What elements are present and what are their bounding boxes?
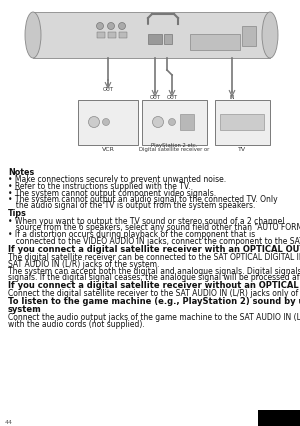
Text: The digital satellite receiver can be connected to the SAT OPTICAL DIGITAL IN ja: The digital satellite receiver can be co… (8, 253, 300, 262)
Ellipse shape (152, 116, 164, 127)
Text: 44: 44 (5, 420, 13, 425)
Text: If you connect a digital satellite receiver without an OPTICAL OUT jack: If you connect a digital satellite recei… (8, 281, 300, 290)
Text: • Refer to the instructions supplied with the TV.: • Refer to the instructions supplied wit… (8, 182, 190, 191)
Ellipse shape (88, 116, 100, 127)
Text: PlayStation 2 etc.: PlayStation 2 etc. (151, 143, 198, 148)
Bar (142, 100, 207, 145)
Text: Connect the audio output jacks of the game machine to the SAT AUDIO IN (L/R) jac: Connect the audio output jacks of the ga… (8, 314, 300, 322)
Text: system: system (8, 305, 42, 314)
Text: IN: IN (229, 95, 235, 100)
Bar (108, 32, 116, 38)
Text: the audio signal of the TV is output from the system speakers.: the audio signal of the TV is output fro… (11, 201, 255, 210)
Text: OUT: OUT (102, 87, 114, 92)
Text: OUT: OUT (167, 95, 178, 100)
Bar (220, 114, 264, 130)
Ellipse shape (107, 23, 115, 29)
Text: signals. If the digital signal ceases, the analogue signal will be processed aft: signals. If the digital signal ceases, t… (8, 273, 300, 282)
Bar (190, 34, 240, 50)
Bar (180, 114, 194, 130)
Text: • If a distortion occurs during playback of the component that is: • If a distortion occurs during playback… (8, 230, 255, 239)
Bar (97, 32, 105, 38)
Bar (78, 100, 138, 145)
Ellipse shape (25, 12, 41, 58)
Text: Digital satellite receiver or: Digital satellite receiver or (139, 147, 210, 152)
Text: with the audio cords (not supplied).: with the audio cords (not supplied). (8, 320, 145, 329)
Bar (148, 34, 162, 44)
Text: • The system cannot output an audio signal to the connected TV. Only: • The system cannot output an audio sign… (8, 195, 278, 204)
Bar (164, 34, 172, 44)
Bar (242, 26, 256, 46)
Text: Notes: Notes (8, 168, 34, 177)
Ellipse shape (103, 118, 110, 126)
Text: • Make connections securely to prevent unwanted noise.: • Make connections securely to prevent u… (8, 176, 226, 184)
Ellipse shape (262, 12, 278, 58)
Text: Connect the digital satellite receiver to the SAT AUDIO IN (L/R) jacks only of t: Connect the digital satellite receiver t… (8, 290, 300, 299)
Text: SAT AUDIO IN (L/R) jacks of the system.: SAT AUDIO IN (L/R) jacks of the system. (8, 260, 159, 269)
Text: VCR: VCR (102, 147, 114, 152)
Bar (258, 410, 300, 426)
Bar (215, 100, 270, 145)
Text: • The system cannot output component video signals.: • The system cannot output component vid… (8, 188, 216, 198)
Text: source from the 6 speakers, select any sound field other than “AUTO FORMAT DIREC: source from the 6 speakers, select any s… (11, 224, 300, 233)
Text: • When you want to output the TV sound or stereo sound of a 2 channel: • When you want to output the TV sound o… (8, 217, 284, 226)
Text: connected to the VIDEO AUDIO IN jacks, connect the component to the SAT AUDIO IN: connected to the VIDEO AUDIO IN jacks, c… (11, 236, 300, 245)
Ellipse shape (169, 118, 176, 126)
Text: Tips: Tips (8, 210, 27, 219)
Text: If you connect a digital satellite receiver with an OPTICAL OUT jack: If you connect a digital satellite recei… (8, 245, 300, 254)
Text: TV: TV (238, 147, 247, 152)
Text: To listen to the game machine (e.g., PlayStation 2) sound by using the: To listen to the game machine (e.g., Pla… (8, 297, 300, 306)
Text: OUT: OUT (149, 95, 161, 100)
Bar (119, 32, 127, 38)
Ellipse shape (118, 23, 125, 29)
Bar (33, 12, 270, 58)
Text: The system can accept both the digital and analogue signals. Digital signals hav: The system can accept both the digital a… (8, 267, 300, 276)
Ellipse shape (97, 23, 104, 29)
